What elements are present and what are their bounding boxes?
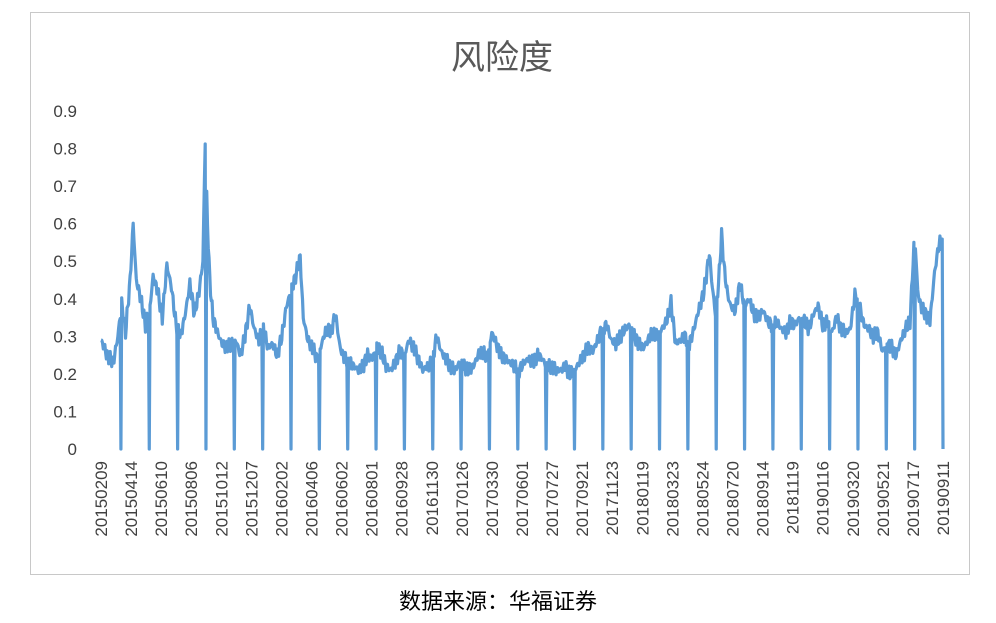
x-tick-label: 20150806: [182, 461, 201, 537]
y-tick-label: 0: [68, 440, 77, 459]
x-tick-label: 20160801: [363, 461, 382, 537]
y-tick-label: 0.8: [53, 140, 77, 159]
y-tick-label: 0.4: [53, 290, 77, 309]
x-tick-label: 20181119: [784, 461, 803, 534]
y-tick-label: 0.2: [53, 365, 77, 384]
x-tick-label: 20180720: [724, 461, 743, 537]
x-tick-label: 20190320: [844, 461, 863, 537]
x-tick-label: 20160928: [393, 461, 412, 537]
y-axis: 0 0.1 0.2 0.3 0.4 0.5 0.6 0.7 0.8 0.9: [53, 102, 77, 459]
x-tick-label: 20170330: [483, 461, 502, 537]
chart-frame: 风险度 0 0.1 0.2 0.3 0.4 0.5 0.6 0.7 0.8 0.9 2015020…: [30, 12, 970, 575]
x-tick-label: 20150414: [122, 461, 141, 537]
y-tick-label: 0.1: [53, 402, 77, 421]
x-tick-label: 20180524: [693, 461, 712, 537]
x-tick-label: 20190717: [904, 461, 923, 537]
x-tick-label: 20160602: [333, 461, 352, 537]
x-tick-label: 20160406: [303, 461, 322, 537]
source-caption: 数据来源：华福证券: [398, 590, 597, 615]
x-tick-label: 20151012: [212, 461, 231, 537]
x-tick-label: 20170126: [453, 461, 472, 537]
x-tick-label: 20150610: [152, 461, 171, 537]
y-tick-label: 0.6: [53, 215, 77, 234]
x-tick-label: 20170921: [573, 461, 592, 537]
x-tick-label: 20170601: [513, 461, 532, 537]
chart-svg: 风险度 0 0.1 0.2 0.3 0.4 0.5 0.6 0.7 0.8 0.9 2015020…: [53, 38, 953, 537]
x-tick-label: 20171123: [603, 461, 622, 535]
chart-title: 风险度: [451, 38, 553, 78]
x-tick-label: 20180323: [663, 461, 682, 537]
x-tick-label: 20180119: [633, 461, 652, 535]
series-line: [100, 142, 945, 451]
x-tick-label: 20150209: [92, 461, 111, 537]
y-tick-label: 0.5: [53, 252, 77, 271]
x-axis: 20150209 20150414 20150610 20150806 20151012…: [92, 461, 953, 537]
x-tick-label: 20190116: [814, 461, 833, 535]
y-tick-label: 0.9: [53, 102, 77, 121]
x-tick-label: 20160202: [272, 461, 291, 537]
y-tick-label: 0.7: [53, 177, 77, 196]
x-tick-label: 20151207: [242, 461, 261, 537]
y-tick-label: 0.3: [53, 327, 77, 346]
x-tick-label: 20190521: [874, 461, 893, 537]
x-tick-label: 20180914: [754, 461, 773, 537]
x-tick-label: 20170727: [543, 461, 562, 537]
x-tick-label: 20190911: [934, 461, 953, 535]
plot-area: [100, 142, 945, 451]
x-tick-label: 20161130: [423, 461, 442, 535]
